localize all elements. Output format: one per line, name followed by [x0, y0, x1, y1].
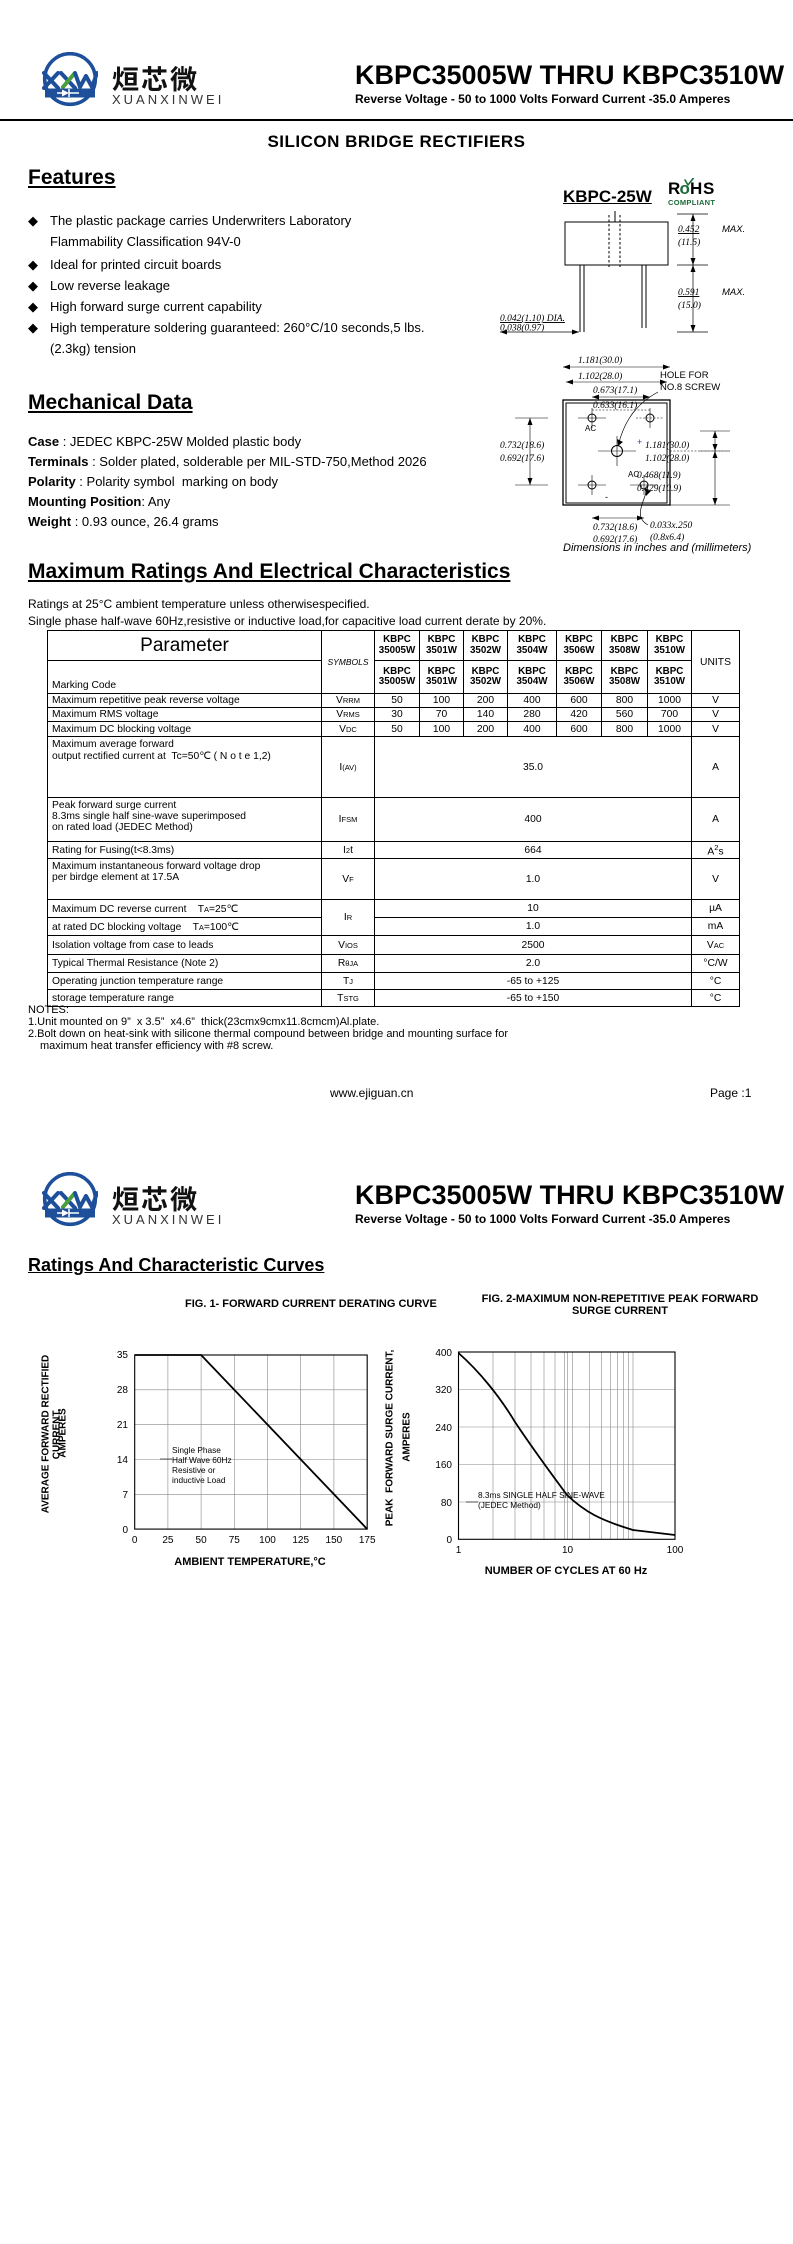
svg-text:HOLE FOR: HOLE FOR: [660, 370, 709, 381]
svg-text:(15.0): (15.0): [678, 300, 701, 311]
svg-text:H: H: [690, 179, 702, 198]
svg-text:320: 320: [435, 1385, 452, 1396]
svg-text:0.692(17.6): 0.692(17.6): [500, 453, 544, 464]
svg-text:AC: AC: [585, 424, 596, 433]
svg-text:1.181(30.0): 1.181(30.0): [578, 355, 622, 366]
svg-text:0.591: 0.591: [678, 288, 699, 298]
svg-text:MAX.: MAX.: [722, 287, 745, 298]
svg-text:0.673(17.1): 0.673(17.1): [593, 385, 637, 396]
svg-text:NO.8 SCREW: NO.8 SCREW: [660, 382, 720, 393]
svg-text:NUMBER OF CYCLES AT 60 Hz: NUMBER OF CYCLES AT 60 Hz: [485, 1565, 648, 1577]
svg-text:0.633(16.1): 0.633(16.1): [593, 400, 637, 411]
svg-text:MAX.: MAX.: [722, 224, 745, 235]
svg-text:0.038(0.97): 0.038(0.97): [500, 323, 544, 334]
svg-text:0.042(1.10) DIA.: 0.042(1.10) DIA.: [500, 313, 565, 324]
svg-text:1.102(28.0): 1.102(28.0): [578, 371, 622, 382]
svg-text:100: 100: [667, 1545, 684, 1556]
svg-text:(JEDEC Method): (JEDEC Method): [478, 1500, 541, 1510]
svg-text:COMPLIANT: COMPLIANT: [668, 198, 715, 207]
svg-text:0.452: 0.452: [678, 225, 700, 235]
svg-text:R: R: [668, 179, 680, 198]
svg-text:Dimensions in inches and (mill: Dimensions in inches and (millimeters): [563, 542, 752, 554]
svg-text:+: +: [637, 437, 642, 447]
svg-text:240: 240: [435, 1423, 452, 1434]
svg-text:0.468(11.9): 0.468(11.9): [637, 470, 681, 481]
svg-text:400: 400: [435, 1348, 452, 1359]
svg-text:1.102(28.0): 1.102(28.0): [645, 453, 689, 464]
svg-text:0.732(18.6): 0.732(18.6): [500, 440, 544, 451]
svg-text:0.732(18.6): 0.732(18.6): [593, 522, 637, 533]
svg-text:1.181(30.0): 1.181(30.0): [645, 440, 689, 451]
svg-text:-: -: [605, 492, 608, 502]
svg-text:S: S: [703, 179, 714, 198]
svg-text:8.3ms SINGLE HALF SINE-WAVE: 8.3ms SINGLE HALF SINE-WAVE: [478, 1490, 605, 1500]
svg-text:0.429(10.9): 0.429(10.9): [637, 483, 681, 494]
svg-text:160: 160: [435, 1460, 452, 1471]
svg-text:(11.5): (11.5): [678, 237, 700, 248]
svg-text:o: o: [680, 179, 690, 198]
svg-text:1: 1: [456, 1545, 462, 1556]
svg-text:10: 10: [562, 1545, 574, 1556]
svg-text:0: 0: [446, 1535, 452, 1546]
svg-text:0.033x.250: 0.033x.250: [650, 521, 692, 531]
svg-text:80: 80: [441, 1498, 453, 1509]
